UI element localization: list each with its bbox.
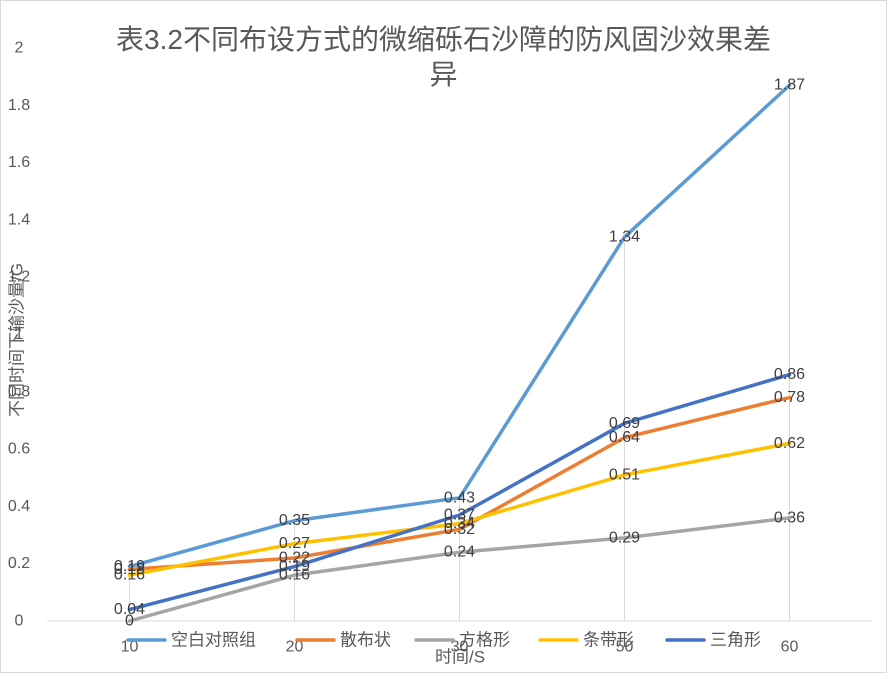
chart-title: 表3.2不同布设方式的微缩砾石沙障的防风固沙效果差异 (116, 24, 771, 90)
data-label: 0.35 (279, 512, 310, 529)
data-label: 0.36 (774, 509, 805, 526)
data-label: 0.78 (774, 389, 805, 406)
series-line-4 (127, 441, 792, 577)
legend-item-5: 三角形 (665, 631, 761, 650)
y-tick-label: 0.8 (8, 383, 30, 400)
data-label: 0.62 (774, 435, 805, 452)
y-axis-ticks: 0 0.2 0.4 0.6 0.8 1 1.2 1.4 1.6 1.8 2 (8, 40, 30, 630)
legend: 空白对照组 散布状 方格形 条带形 三角形 (126, 631, 761, 650)
x-tick-label: 50 (616, 639, 634, 656)
data-label: 0.86 (774, 366, 805, 383)
y-tick-label: 1.2 (8, 269, 30, 286)
data-label: 0.27 (279, 535, 310, 552)
series-line-1 (127, 83, 792, 569)
y-tick-label: 0 (15, 613, 24, 630)
data-label: 0.32 (444, 521, 475, 538)
x-axis-ticks: 10 20 30 50 60 (121, 639, 799, 656)
data-label: 1.34 (609, 229, 640, 246)
legend-label: 散布状 (340, 631, 391, 650)
data-label: 1.87 (774, 77, 805, 94)
x-tick-label: 30 (451, 639, 469, 656)
data-label: 0.16 (279, 567, 310, 584)
legend-item-3: 方格形 (414, 631, 510, 650)
data-label: 0.37 (444, 506, 475, 523)
x-tick-label: 10 (121, 639, 139, 656)
x-tick-label: 60 (781, 639, 799, 656)
y-tick-label: 1.8 (8, 97, 30, 114)
data-label: 0.18 (114, 561, 145, 578)
y-tick-label: 1.6 (8, 154, 30, 171)
legend-item-4: 条带形 (538, 631, 634, 650)
data-label: 0.19 (279, 558, 310, 575)
data-label: 0.51 (609, 466, 640, 483)
x-axis-title: 时间/S (435, 648, 485, 667)
legend-label: 条带形 (583, 631, 634, 650)
series-lines (127, 83, 792, 623)
data-label: 0.69 (609, 415, 640, 432)
legend-item-1: 空白对照组 (126, 631, 256, 650)
series-line-5 (127, 372, 792, 612)
legend-label: 空白对照组 (171, 631, 256, 650)
data-label: 0.16 (114, 567, 145, 584)
data-label: 0.34 (444, 515, 475, 532)
data-label: 0.43 (444, 489, 475, 506)
y-tick-label: 0.2 (8, 555, 30, 572)
y-tick-label: 1.4 (8, 211, 30, 228)
data-label: 0 (125, 613, 134, 630)
legend-label: 三角形 (710, 631, 761, 650)
y-axis-title: 不同时间下输沙量/G (8, 263, 27, 417)
y-tick-label: 0.6 (8, 441, 30, 458)
y-tick-label: 2 (15, 40, 24, 57)
data-label: 0.04 (114, 601, 145, 618)
data-label: 0.29 (609, 529, 640, 546)
data-label: 0.19 (114, 558, 145, 575)
data-label: 0.64 (609, 429, 640, 446)
x-tick-label: 20 (286, 639, 304, 656)
series-line-2 (127, 395, 792, 572)
legend-item-2: 散布状 (295, 631, 391, 650)
series-line-3 (127, 516, 792, 623)
y-tick-label: 0.4 (8, 498, 30, 515)
data-label: 0.22 (279, 549, 310, 566)
legend-label: 方格形 (459, 631, 510, 650)
y-tick-label: 1 (15, 326, 24, 343)
data-labels: 0.19 0.35 0.43 1.34 1.87 0.18 0.22 0.32 0.64 0.78… (114, 77, 805, 630)
data-label: 0.24 (444, 544, 475, 561)
